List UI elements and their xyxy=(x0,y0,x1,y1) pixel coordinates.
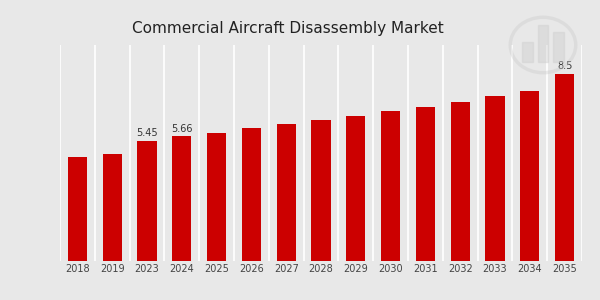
Bar xyxy=(137,141,157,261)
Bar xyxy=(242,128,261,261)
Bar xyxy=(103,154,122,261)
Bar xyxy=(451,102,470,261)
Bar xyxy=(520,91,539,261)
Bar xyxy=(538,25,548,62)
Text: Commercial Aircraft Disassembly Market: Commercial Aircraft Disassembly Market xyxy=(132,21,444,36)
Bar xyxy=(553,32,564,62)
Bar xyxy=(207,133,226,261)
Bar xyxy=(381,111,400,261)
Bar xyxy=(277,124,296,261)
Text: 8.5: 8.5 xyxy=(557,61,572,71)
Bar xyxy=(172,136,191,261)
Bar xyxy=(311,120,331,261)
Text: 5.45: 5.45 xyxy=(136,128,158,138)
Bar xyxy=(555,74,574,261)
Bar xyxy=(346,116,365,261)
Text: 5.66: 5.66 xyxy=(171,124,193,134)
Bar xyxy=(522,42,533,62)
Bar xyxy=(68,158,87,261)
Bar xyxy=(485,96,505,261)
Bar xyxy=(416,107,435,261)
